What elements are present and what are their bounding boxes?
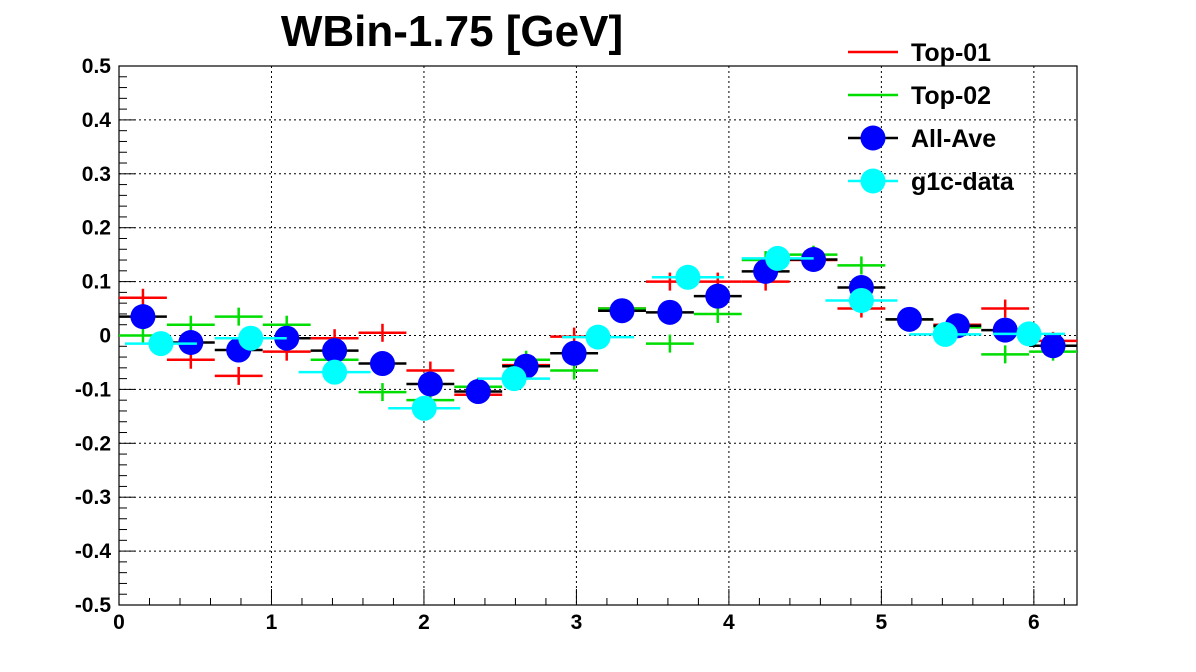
legend-label-g1c-data: g1c-data — [911, 168, 1015, 196]
x-tick-label: 1 — [266, 611, 278, 634]
data-point-all-ave — [417, 371, 443, 397]
data-point-g1c-data — [322, 359, 348, 385]
data-point-all-ave — [992, 317, 1018, 343]
y-tick-label: -0.4 — [75, 540, 112, 563]
data-point-all-ave — [465, 379, 491, 405]
y-tick-label: 0.1 — [82, 271, 112, 294]
data-point-all-ave — [561, 340, 587, 366]
legend-entry-top-02: Top-02 — [848, 82, 991, 110]
series-all-ave — [119, 247, 1077, 405]
y-tick-label: -0.3 — [75, 486, 111, 509]
y-tick-label: -0.2 — [75, 432, 111, 455]
data-point-all-ave — [130, 304, 156, 330]
x-tick-label: 3 — [571, 611, 583, 634]
legend-swatch-all-ave — [860, 125, 886, 151]
legend-entry-g1c-data: g1c-data — [848, 168, 1015, 196]
data-point-all-ave — [369, 351, 395, 377]
data-point-g1c-data — [411, 395, 437, 421]
data-point-all-ave — [896, 306, 922, 332]
y-tick-label: -0.5 — [75, 594, 112, 617]
data-point-all-ave — [609, 298, 635, 324]
y-tick-label: -0.1 — [75, 378, 112, 401]
data-point-g1c-data — [148, 331, 174, 357]
y-tick-label: 0.2 — [82, 217, 111, 240]
legend-label-top-01: Top-01 — [911, 39, 991, 67]
chart-title: WBin-1.75 [GeV] — [281, 7, 623, 56]
legend-entry-top-01: Top-01 — [848, 39, 991, 67]
x-tick-label: 2 — [418, 611, 430, 634]
y-tick-label: 0.4 — [82, 109, 112, 132]
axes: 0 1 2 3 4 5 6 -0.5 -0.4 -0.3 -0.2 -0.1 0 0.1 0.2 0.3 0.4… — [75, 55, 1065, 634]
legend-label-all-ave: All-Ave — [911, 125, 996, 153]
data-point-g1c-data — [675, 264, 701, 290]
data-series — [119, 245, 1077, 421]
x-tick-label: 0 — [113, 611, 125, 634]
data-point-g1c-data — [932, 321, 958, 347]
x-tick-label: 4 — [723, 611, 735, 634]
data-point-g1c-data — [848, 287, 874, 313]
data-point-g1c-data — [765, 245, 791, 271]
x-tick-label: 6 — [1028, 611, 1040, 634]
data-point-all-ave — [705, 283, 731, 309]
data-point-all-ave — [322, 338, 348, 364]
data-point-g1c-data — [501, 366, 527, 392]
y-tick-label: 0.5 — [82, 55, 112, 78]
legend-entry-all-ave: All-Ave — [848, 125, 996, 153]
data-point-all-ave — [657, 299, 683, 325]
y-tick-label: 0.3 — [82, 163, 111, 186]
legend-label-top-02: Top-02 — [911, 82, 991, 110]
data-point-g1c-data — [1016, 321, 1042, 347]
legend-swatch-g1c-data — [860, 168, 886, 194]
legend: Top-01 Top-02 All-Ave g1c-data — [848, 39, 1015, 196]
data-point-all-ave — [1040, 333, 1066, 359]
data-point-g1c-data — [238, 325, 264, 351]
data-point-g1c-data — [585, 324, 611, 350]
y-tick-label: 0 — [99, 325, 111, 348]
x-tick-label: 5 — [876, 611, 888, 634]
series-g1c-data — [124, 245, 1065, 421]
